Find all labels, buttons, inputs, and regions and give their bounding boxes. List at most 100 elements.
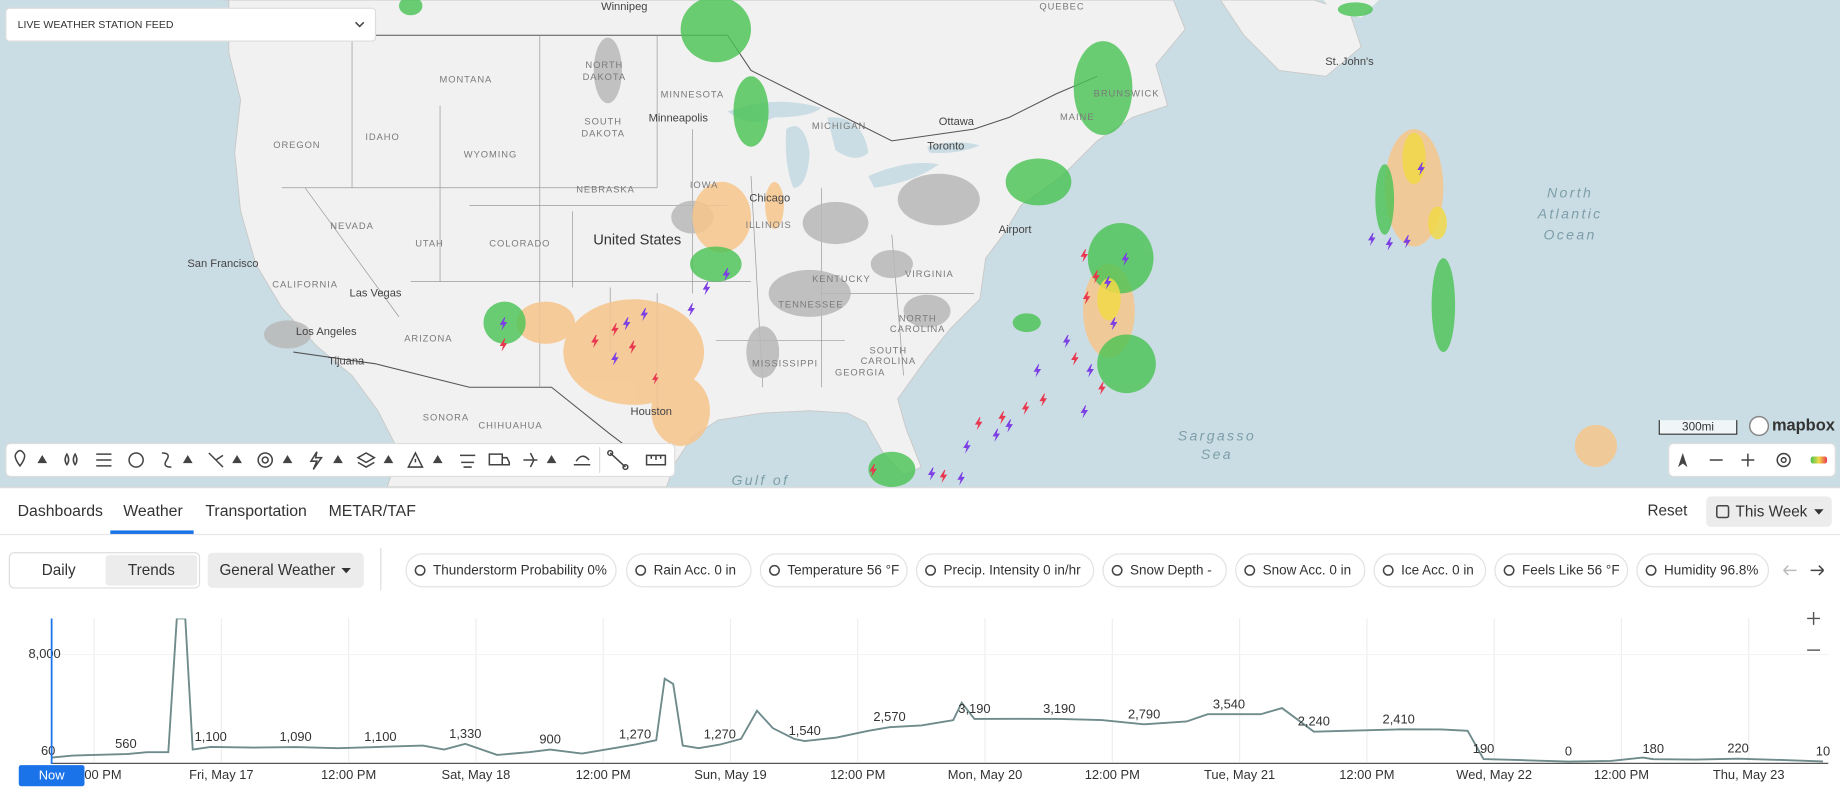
scroll-left[interactable] — [1783, 565, 1797, 576]
map[interactable]: Winnipeg QUEBEC St. John's MONTANA NORTH DAKO… — [0, 0, 1840, 488]
tool-fire[interactable] — [128, 452, 144, 468]
feed-selector[interactable]: LIVE WEATHER STATION FEED — [5, 7, 377, 42]
divider — [0, 487, 1840, 489]
map-label: Ocean — [1543, 227, 1596, 243]
metric-icon — [414, 564, 426, 576]
scroll-right[interactable] — [1810, 565, 1825, 576]
tool-expand[interactable] — [282, 455, 293, 464]
tool-truck[interactable] — [488, 453, 511, 466]
metric-label[interactable]: Snow Acc. 0 in — [1263, 562, 1351, 577]
x-tick-label: 12:00 PM — [1085, 767, 1140, 782]
x-tick-label: 12:00 PM — [1339, 767, 1394, 782]
x-tick-label: Sat, May 18 — [442, 767, 511, 782]
map-label: United States — [593, 232, 681, 248]
map-label: CAROLINA — [890, 324, 945, 334]
map-label: MISSISSIPPI — [752, 358, 818, 368]
map-label: Airport — [999, 224, 1033, 236]
tool-expand[interactable] — [546, 455, 557, 464]
tab-active[interactable]: Weather — [123, 503, 183, 520]
map-label: NEVADA — [330, 221, 374, 231]
metric-label[interactable]: Ice Acc. 0 in — [1401, 562, 1474, 577]
tool-measure[interactable] — [645, 454, 667, 466]
metric-chip[interactable] — [626, 553, 752, 588]
tool-plane[interactable] — [523, 452, 538, 468]
caret — [1814, 509, 1824, 515]
tab[interactable]: METAR/TAF — [329, 503, 417, 520]
metric-chip[interactable] — [1373, 553, 1487, 588]
metric-icon — [1645, 564, 1657, 576]
metric-chip[interactable] — [1636, 553, 1770, 588]
tool-alerts[interactable] — [407, 451, 424, 468]
metric-label[interactable]: Rain Acc. 0 in — [654, 562, 736, 577]
data-label: 560 — [115, 736, 137, 751]
tool-route[interactable] — [609, 452, 626, 468]
tool-radar[interactable] — [257, 452, 274, 468]
tool-wind[interactable] — [96, 453, 112, 467]
chart-zoom-in[interactable] — [1807, 611, 1821, 625]
tool-layers[interactable] — [356, 452, 376, 468]
toggle-option[interactable]: Daily — [42, 562, 76, 579]
layer-dropdown[interactable] — [207, 552, 364, 588]
x-tick-label: 12:00 PM — [830, 767, 885, 782]
settings[interactable] — [1776, 452, 1791, 468]
tool-rain[interactable] — [64, 452, 78, 466]
toggle-option[interactable]: Trends — [128, 562, 175, 579]
legend-toggle[interactable] — [1810, 456, 1828, 464]
data-label: 900 — [539, 732, 561, 747]
compass[interactable] — [1678, 452, 1688, 468]
metric-label[interactable]: Thunderstorm Probability 0% — [433, 562, 607, 577]
metric-chip[interactable] — [1102, 553, 1227, 588]
data-label: 10 — [1816, 743, 1830, 758]
metric-label[interactable]: Feels Like 56 °F — [1522, 562, 1620, 577]
metric-chip[interactable] — [1235, 553, 1366, 588]
feed-selector-box[interactable] — [5, 7, 377, 42]
layer-label[interactable]: General Weather — [219, 562, 335, 579]
metric-chips: Thunderstorm Probability 0% Rain Acc. 0 i… — [405, 553, 1770, 588]
pacific — [0, 0, 247, 294]
tool-expand[interactable] — [432, 455, 443, 464]
map-label: Las Vegas — [350, 287, 402, 299]
x-tick-label: 12:00 PM — [576, 767, 631, 782]
metric-icon — [1382, 564, 1394, 576]
metric-chip[interactable] — [915, 553, 1095, 588]
map-label: North — [1547, 184, 1593, 200]
tab[interactable]: Transportation — [205, 503, 306, 520]
map-label: Gulf of — [731, 472, 789, 488]
metric-label[interactable]: Snow Depth - — [1130, 562, 1212, 577]
map-label: SOUTH — [870, 345, 908, 355]
metric-chip[interactable] — [759, 553, 908, 588]
tool-expand[interactable] — [232, 455, 242, 464]
metric-label[interactable]: Temperature 56 °F — [787, 562, 899, 577]
data-label: 1,100 — [195, 729, 227, 744]
map-label: Minneapolis — [649, 112, 709, 124]
tool-lightning[interactable] — [309, 451, 323, 470]
map-label: ILLINOIS — [746, 220, 792, 230]
tool-location[interactable] — [14, 449, 26, 468]
tool-expand[interactable] — [333, 455, 343, 464]
tool-expand[interactable] — [37, 455, 48, 464]
chevron[interactable] — [355, 21, 365, 28]
radar-green — [398, 0, 1456, 488]
range-label[interactable]: This Week — [1736, 503, 1808, 520]
tool-expand[interactable] — [383, 455, 394, 464]
tab[interactable]: Dashboards — [18, 503, 103, 520]
map-label: Winnipeg — [601, 1, 647, 13]
metric-label[interactable]: Humidity 96.8% — [1664, 562, 1758, 577]
map-label: Chicago — [749, 192, 790, 204]
feed-selector-label[interactable]: LIVE WEATHER STATION FEED — [18, 19, 174, 31]
metric-icon — [925, 564, 937, 576]
reset-button[interactable]: Reset — [1648, 503, 1689, 520]
metric-chip[interactable] — [405, 553, 617, 588]
zoom-in[interactable] — [1741, 453, 1755, 467]
tool-front[interactable] — [208, 452, 224, 468]
range-button[interactable] — [1706, 496, 1832, 527]
lake — [868, 162, 939, 188]
tool-hurricane[interactable] — [161, 452, 172, 468]
tool-expand[interactable] — [182, 455, 193, 464]
map-label: SONORA — [423, 412, 469, 422]
tab-indicator — [110, 530, 194, 534]
metric-chip[interactable] — [1494, 553, 1629, 588]
tool-road[interactable] — [460, 454, 476, 468]
metric-label[interactable]: Precip. Intensity 0 in/hr — [943, 562, 1081, 577]
tool-marine[interactable] — [573, 455, 591, 466]
